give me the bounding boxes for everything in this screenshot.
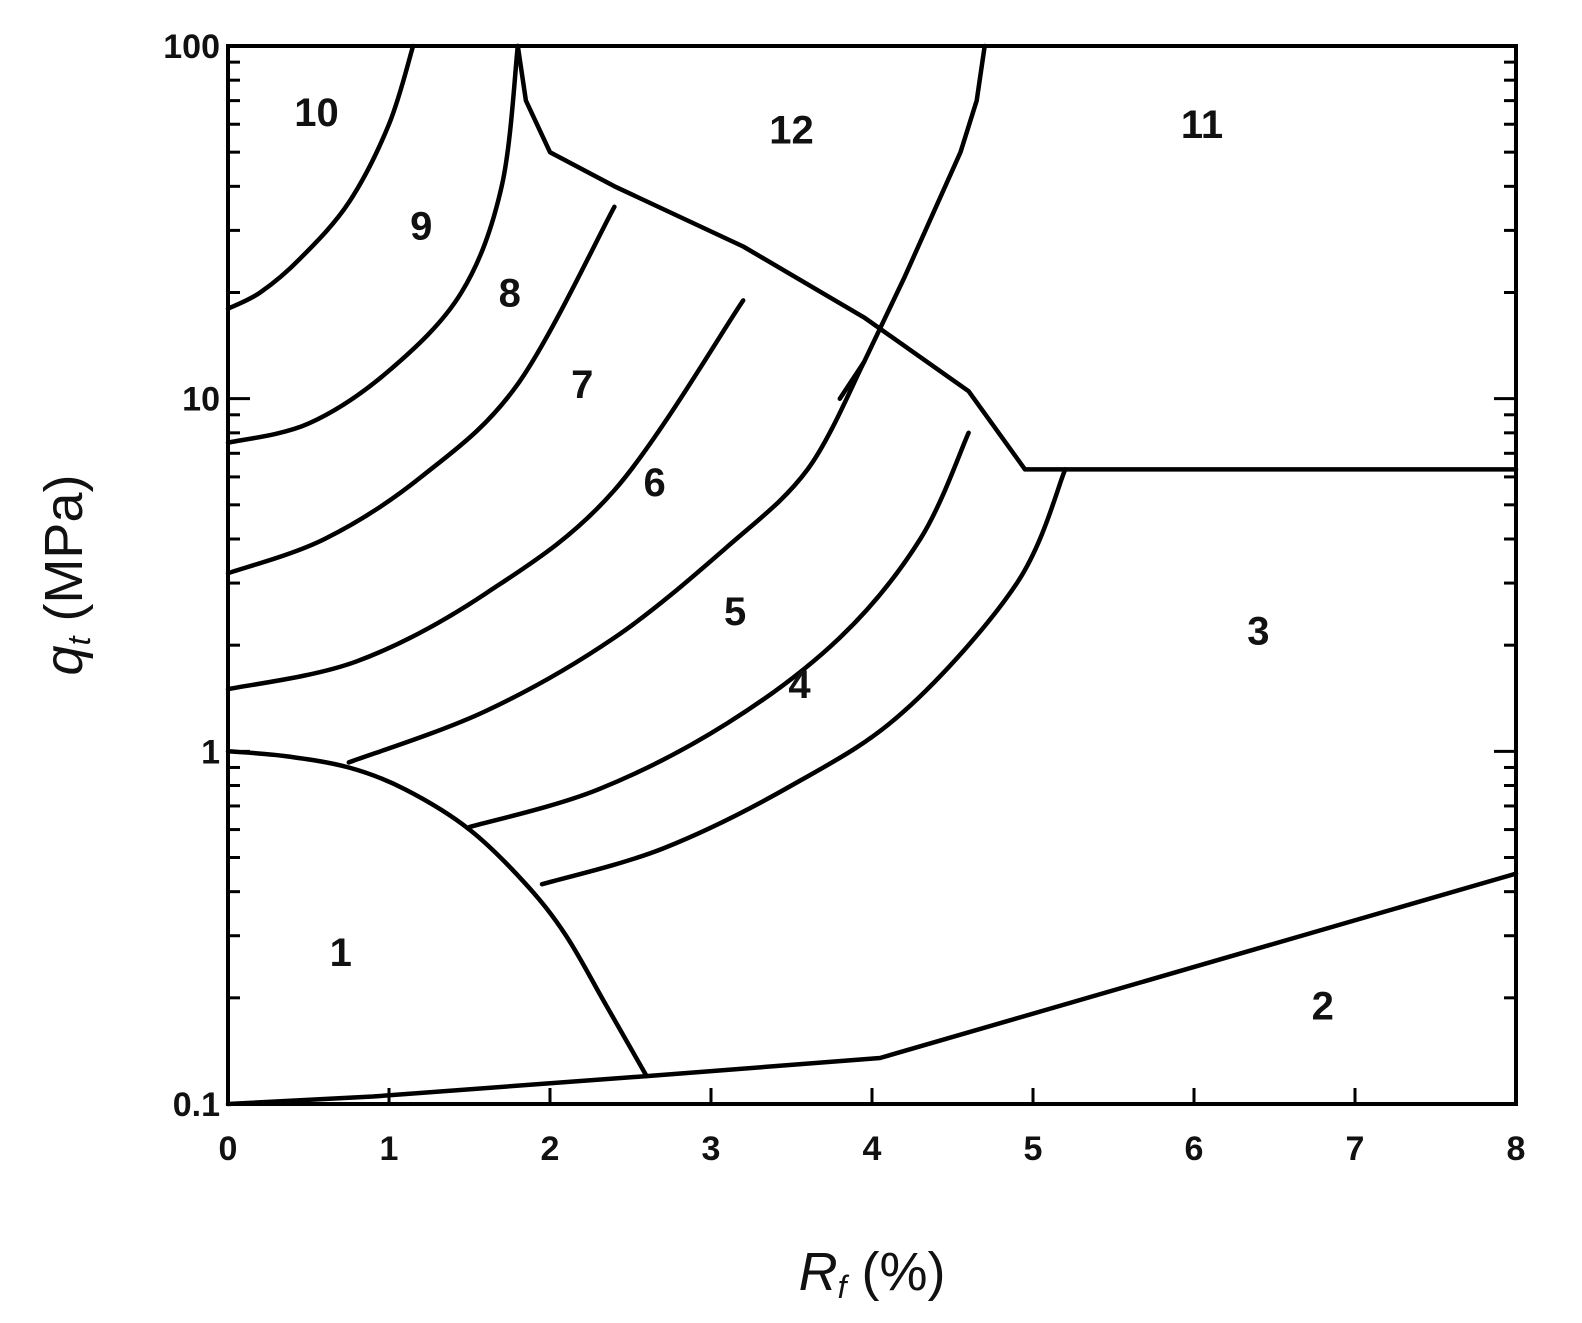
x-tick-label: 2 — [541, 1130, 560, 1168]
zone-label: 5 — [724, 590, 746, 634]
x-axis-unit: (%) — [846, 1242, 945, 1302]
x-tick-label: 3 — [702, 1130, 721, 1168]
zone-boundary-line — [225, 43, 521, 445]
zone-boundary-line — [225, 298, 746, 692]
x-tick-label: 6 — [1185, 1130, 1204, 1168]
zone-label: 8 — [499, 272, 521, 316]
x-axis-symbol: R — [799, 1242, 838, 1302]
zone-label: 3 — [1247, 610, 1269, 654]
zone-boundary-line — [837, 43, 987, 401]
y-axis-unit: (MPa) — [34, 475, 94, 637]
zone-boundary-line — [225, 43, 416, 311]
zone-boundary-line — [225, 871, 1519, 1107]
y-axis-title: qt (MPa) — [34, 475, 97, 676]
zone-label: 11 — [1181, 103, 1223, 147]
zone-label: 1 — [330, 931, 352, 975]
zone-boundary-line — [225, 749, 649, 1079]
zone-boundaries — [225, 43, 1519, 1107]
plot-frame — [226, 44, 1518, 1106]
y-tick-label: 1 — [201, 733, 220, 771]
zone-label: 12 — [769, 108, 814, 152]
x-tick-label: 0 — [219, 1130, 238, 1168]
zone-boundary-line — [346, 359, 867, 765]
zone-label: 4 — [788, 663, 811, 707]
zone-boundary-line — [467, 430, 971, 830]
x-tick-label: 7 — [1346, 1130, 1365, 1168]
zone-label: 6 — [644, 461, 666, 505]
x-tick-label: 1 — [380, 1130, 399, 1168]
zone-label: 7 — [571, 363, 593, 407]
x-tick-label: 5 — [1024, 1130, 1043, 1168]
x-axis-title: Rf (%) — [799, 1242, 946, 1305]
zone-label: 9 — [410, 204, 432, 248]
zone-label: 10 — [294, 91, 339, 135]
y-tick-label: 10 — [182, 381, 220, 419]
zone-boundary-line — [225, 204, 617, 576]
y-tick-label: 0.1 — [173, 1086, 220, 1124]
y-tick-label: 100 — [163, 28, 220, 66]
y-axis-subscript: t — [61, 635, 97, 645]
zone-label: 2 — [1312, 985, 1334, 1029]
zone-boundary-line — [515, 43, 1519, 472]
zone-boundary-line — [539, 467, 1068, 887]
x-tick-label: 4 — [863, 1130, 882, 1168]
y-axis-symbol: q — [34, 645, 94, 675]
x-tick-label: 8 — [1507, 1130, 1526, 1168]
